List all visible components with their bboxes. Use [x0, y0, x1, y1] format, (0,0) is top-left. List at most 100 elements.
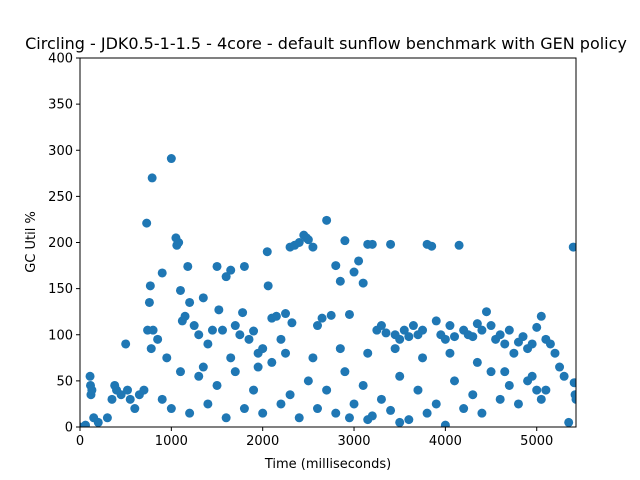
- data-point: [189, 321, 199, 331]
- data-point: [358, 380, 368, 390]
- data-point: [527, 339, 537, 349]
- data-point: [555, 362, 565, 372]
- data-point: [253, 362, 263, 372]
- data-point: [194, 371, 204, 381]
- data-point: [142, 218, 152, 228]
- y-tick-label: 300: [48, 144, 73, 159]
- data-point: [271, 311, 281, 321]
- data-point: [203, 399, 213, 409]
- data-point: [230, 367, 240, 377]
- data-point: [249, 326, 259, 336]
- data-point: [285, 390, 295, 400]
- data-point: [214, 305, 224, 315]
- x-tick-label: 1000: [155, 434, 188, 449]
- data-point: [509, 348, 519, 358]
- data-point: [87, 385, 97, 395]
- data-point: [545, 339, 555, 349]
- data-point: [322, 215, 332, 225]
- data-point: [335, 276, 345, 286]
- data-point: [226, 265, 236, 275]
- data-point: [244, 334, 254, 344]
- data-point: [340, 367, 350, 377]
- data-point: [376, 394, 386, 404]
- data-point: [180, 311, 190, 321]
- data-point: [440, 420, 450, 427]
- data-point: [263, 281, 273, 291]
- data-point: [312, 321, 322, 331]
- data-point: [267, 357, 277, 367]
- data-point: [404, 332, 414, 342]
- data-point: [221, 413, 231, 423]
- chart-title: Circling - JDK0.5-1-1.5 - 4core - defaul…: [25, 34, 627, 53]
- data-point: [312, 404, 322, 414]
- data-point: [125, 394, 135, 404]
- data-point: [390, 344, 400, 354]
- data-point: [459, 404, 469, 414]
- data-point: [504, 380, 514, 390]
- data-point: [550, 348, 560, 358]
- data-point: [139, 385, 149, 395]
- data-point: [445, 348, 455, 358]
- data-point: [571, 394, 576, 404]
- y-tick-label: 400: [48, 52, 73, 67]
- data-point: [308, 353, 318, 363]
- axes: 0 1000 2000 3000 4000 5000 0 50 100 150 200 250 300 3…: [48, 52, 577, 449]
- data-point: [122, 385, 132, 395]
- y-tick-label: 50: [56, 374, 73, 389]
- data-point: [568, 242, 576, 252]
- data-point: [276, 399, 286, 409]
- plot-area: [80, 154, 576, 427]
- data-point: [344, 413, 354, 423]
- data-point: [230, 321, 240, 331]
- data-point: [541, 385, 551, 395]
- data-point: [326, 310, 336, 320]
- data-point: [344, 309, 354, 319]
- data-point: [294, 413, 304, 423]
- data-point: [363, 348, 373, 358]
- data-point: [335, 344, 345, 354]
- y-tick-label: 150: [48, 282, 73, 297]
- data-points: [80, 154, 576, 427]
- data-point: [349, 399, 359, 409]
- data-point: [495, 330, 505, 340]
- y-tick-label: 350: [48, 98, 73, 113]
- data-point: [527, 371, 537, 381]
- data-point: [183, 261, 193, 271]
- data-point: [166, 404, 176, 414]
- data-point: [376, 321, 386, 331]
- data-point: [468, 332, 478, 342]
- data-point: [367, 239, 377, 249]
- data-point: [287, 318, 297, 328]
- data-point: [130, 404, 140, 414]
- data-point: [395, 371, 405, 381]
- data-point: [239, 261, 249, 271]
- data-point: [147, 173, 157, 183]
- x-tick-label: 0: [76, 434, 84, 449]
- data-point: [146, 344, 156, 354]
- y-axis-label: GC Util %: [24, 211, 39, 273]
- data-point: [532, 385, 542, 395]
- data-point: [102, 413, 112, 423]
- data-point: [358, 278, 368, 288]
- y-tick-label: 250: [48, 190, 73, 205]
- data-point: [239, 404, 249, 414]
- data-point: [559, 371, 569, 381]
- data-point: [175, 367, 185, 377]
- data-point: [157, 268, 167, 278]
- data-point: [413, 385, 423, 395]
- data-point: [399, 325, 409, 335]
- y-tick-label: 100: [48, 328, 73, 343]
- data-point: [564, 417, 574, 427]
- data-point: [536, 311, 546, 321]
- data-point: [422, 408, 432, 418]
- data-point: [116, 390, 126, 400]
- data-point: [194, 330, 204, 340]
- data-point: [294, 238, 304, 247]
- data-point: [175, 285, 185, 295]
- data-point: [500, 339, 510, 349]
- data-point: [427, 241, 437, 251]
- data-point: [212, 380, 222, 390]
- data-point: [500, 367, 510, 377]
- data-point: [513, 399, 523, 409]
